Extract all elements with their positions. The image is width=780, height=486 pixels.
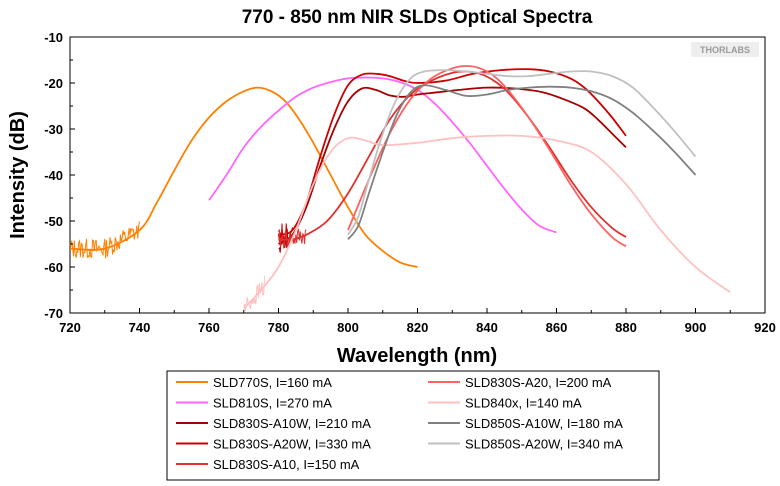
series-2: [208, 76, 557, 234]
series-line: [69, 86, 418, 268]
x-tick-label: 880: [615, 320, 637, 335]
series-6: [347, 65, 627, 248]
legend-item-7: SLD840x, I=140 mA: [428, 396, 582, 411]
series-noise: [243, 275, 266, 311]
legend-label: SLD850S-A10W, I=180 mA: [465, 416, 623, 431]
series-line: [347, 65, 627, 248]
x-tick-label: 780: [268, 320, 290, 335]
x-tick-label: 720: [59, 320, 81, 335]
y-tick-label: -20: [44, 76, 63, 91]
x-tick-label: 820: [407, 320, 429, 335]
legend-item-6: SLD830S-A20, I=200 mA: [428, 375, 612, 390]
legend-item-8: SLD850S-A10W, I=180 mA: [428, 416, 623, 431]
series-noise: [69, 221, 140, 259]
legend-item-1: SLD770S, I=160 mA: [176, 375, 332, 390]
legend-label: SLD840x, I=140 mA: [465, 396, 582, 411]
series-8: [347, 84, 697, 240]
y-tick-label: -60: [44, 260, 63, 275]
series-line: [243, 134, 731, 310]
legend-item-9: SLD850S-A20W, I=340 mA: [428, 437, 623, 452]
y-tick-label: -70: [44, 306, 63, 321]
thorlabs-logo: THORLABS: [691, 42, 759, 57]
legend-item-2: SLD810S, I=270 mA: [176, 396, 332, 411]
series-line: [347, 84, 697, 240]
series-9: [347, 69, 697, 236]
x-tick-label: 740: [129, 320, 151, 335]
series-1: [69, 86, 418, 268]
y-tick-label: -40: [44, 168, 63, 183]
series-line: [278, 68, 627, 236]
x-tick-label: 800: [337, 320, 359, 335]
x-tick-label: 840: [476, 320, 498, 335]
x-tick-label: 860: [546, 320, 568, 335]
legend-label: SLD830S-A20W, I=330 mA: [213, 437, 371, 452]
x-tick-label: 920: [754, 320, 776, 335]
legend-label: SLD770S, I=160 mA: [213, 375, 332, 390]
chart-title: 770 - 850 nm NIR SLDs Optical Spectra: [242, 7, 593, 28]
legend-label: SLD830S-A10, I=150 mA: [213, 457, 360, 472]
series-line: [208, 76, 557, 234]
series-line: [347, 69, 697, 236]
y-tick-label: -10: [44, 30, 63, 45]
series-noise: [278, 228, 307, 249]
legend-item-3: SLD830S-A10W, I=210 mA: [176, 416, 371, 431]
legend-box: [166, 370, 660, 481]
legend: SLD770S, I=160 mA SLD810S, I=270 mA SLD830…: [166, 370, 660, 481]
y-tick-label: -30: [44, 122, 63, 137]
y-axis-title: Intensity (dB): [7, 111, 29, 239]
legend-label: SLD830S-A10W, I=210 mA: [213, 416, 371, 431]
y-axis: -10 -20 -30 -40 -50 -60 -70: [44, 30, 75, 321]
series-line: [278, 86, 627, 245]
legend-label: SLD830S-A20, I=200 mA: [465, 375, 612, 390]
series-7: [243, 134, 731, 311]
x-axis-title: Wavelength (nm): [337, 345, 497, 367]
legend-item-4: SLD830S-A20W, I=330 mA: [176, 437, 371, 452]
legend-label: SLD810S, I=270 mA: [213, 396, 332, 411]
watermark-text: THORLABS: [700, 45, 750, 55]
series-layer: [69, 65, 731, 311]
legend-item-5: SLD830S-A10, I=150 mA: [176, 457, 360, 472]
x-tick-label: 760: [198, 320, 220, 335]
x-tick-label: 900: [685, 320, 707, 335]
y-tick-label: -50: [44, 214, 63, 229]
x-axis: 720 740 760 780 800 820 840 860 880 900 920: [59, 308, 776, 335]
plot-area: [69, 36, 766, 314]
legend-label: SLD850S-A20W, I=340 mA: [465, 437, 623, 452]
